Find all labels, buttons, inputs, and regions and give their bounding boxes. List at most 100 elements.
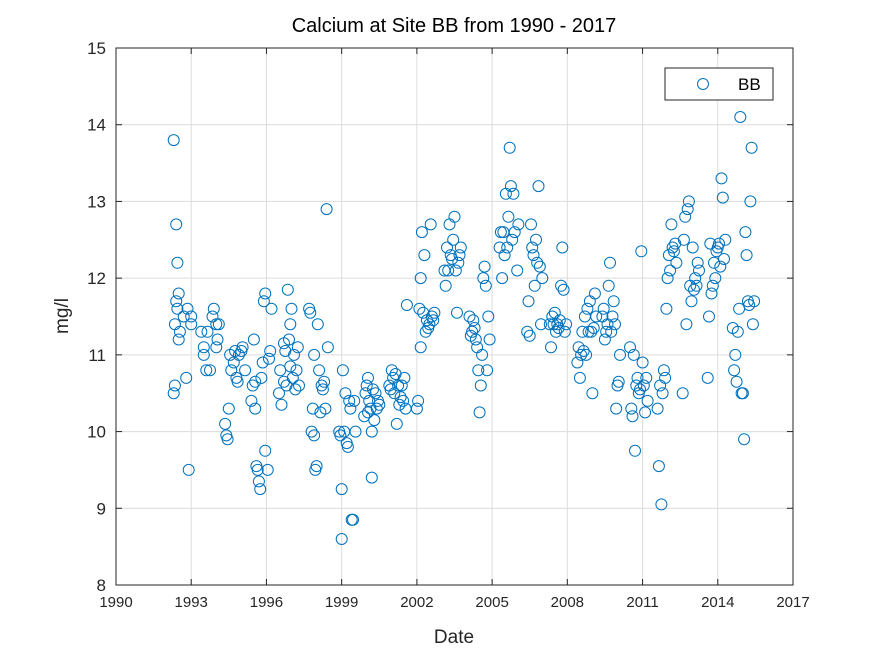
data-point xyxy=(604,256,616,269)
data-point xyxy=(468,322,481,334)
data-point xyxy=(388,387,401,400)
data-point xyxy=(247,333,260,346)
data-point xyxy=(167,387,180,400)
y-axis-label: mg/l xyxy=(52,298,73,334)
data-point xyxy=(612,375,625,388)
data-point xyxy=(249,402,262,415)
data-point xyxy=(231,375,244,388)
data-point xyxy=(657,364,670,377)
data-point xyxy=(259,287,272,300)
data-point xyxy=(587,322,600,334)
data-point xyxy=(252,475,265,488)
data-point xyxy=(170,218,183,231)
data-point xyxy=(281,283,294,296)
data-point xyxy=(496,272,509,285)
legend-marker xyxy=(697,78,709,90)
x-tick-label: 1990 xyxy=(99,594,132,611)
data-point xyxy=(556,241,569,254)
data-point xyxy=(676,387,689,400)
data-point xyxy=(313,364,326,377)
data-point xyxy=(557,283,570,296)
data-point xyxy=(703,310,715,323)
data-point xyxy=(606,310,619,323)
data-point xyxy=(451,306,463,319)
y-tick-label: 11 xyxy=(88,346,106,365)
data-point xyxy=(254,483,267,496)
data-point xyxy=(625,402,638,415)
data-point xyxy=(311,318,324,331)
y-tick-label: 9 xyxy=(97,499,106,518)
y-tick-label: 15 xyxy=(87,39,106,58)
data-point xyxy=(305,425,318,438)
data-point xyxy=(257,295,270,308)
data-point xyxy=(288,348,300,361)
data-point xyxy=(172,287,185,300)
data-point xyxy=(339,387,352,400)
data-point xyxy=(602,279,615,292)
data-point xyxy=(512,218,525,231)
data-point xyxy=(656,387,669,400)
data-point xyxy=(442,264,455,277)
data-point xyxy=(681,203,694,216)
data-point xyxy=(286,371,299,384)
data-point xyxy=(335,483,348,496)
data-point xyxy=(246,379,259,392)
data-point xyxy=(679,210,692,223)
data-point xyxy=(393,398,406,411)
data-point xyxy=(424,218,437,231)
data-point xyxy=(221,433,234,446)
data-point xyxy=(349,425,362,438)
data-point xyxy=(273,387,285,400)
data-point xyxy=(474,379,487,392)
data-point xyxy=(390,417,403,430)
data-point xyxy=(498,249,511,262)
data-point xyxy=(715,172,728,185)
data-point xyxy=(682,195,695,208)
data-point xyxy=(392,379,405,392)
data-point xyxy=(320,203,333,216)
data-point xyxy=(624,341,636,354)
data-point xyxy=(728,364,741,377)
data-point xyxy=(558,325,571,338)
data-point xyxy=(600,325,613,338)
data-point xyxy=(263,352,275,365)
data-point xyxy=(229,345,242,357)
data-point xyxy=(360,379,373,392)
data-point xyxy=(239,364,252,377)
data-point xyxy=(744,195,757,208)
data-point xyxy=(507,187,520,200)
y-tick-label: 14 xyxy=(87,116,106,135)
data-point xyxy=(680,318,693,331)
data-point xyxy=(453,249,466,262)
data-point xyxy=(368,414,381,427)
data-point xyxy=(428,306,441,319)
x-tick-label: 1999 xyxy=(325,594,358,611)
data-point xyxy=(171,256,184,269)
data-point xyxy=(476,348,489,361)
data-point xyxy=(478,260,491,273)
data-point xyxy=(521,325,534,338)
data-point xyxy=(275,398,288,411)
data-point xyxy=(249,375,262,388)
data-point xyxy=(652,460,665,473)
data-point xyxy=(637,379,650,392)
data-point xyxy=(627,348,640,361)
data-point xyxy=(482,310,495,323)
data-point xyxy=(571,356,584,369)
data-point xyxy=(185,318,198,331)
data-point xyxy=(691,256,704,269)
data-point xyxy=(211,333,224,346)
data-point xyxy=(706,279,719,292)
data-point xyxy=(419,325,432,338)
data-point xyxy=(290,364,303,377)
data-point xyxy=(172,333,185,346)
data-point xyxy=(686,241,699,254)
data-point xyxy=(664,264,677,277)
data-point xyxy=(308,429,321,442)
data-point xyxy=(494,226,507,239)
plot-frame xyxy=(115,47,794,586)
data-point xyxy=(530,233,542,246)
data-point xyxy=(748,295,761,308)
